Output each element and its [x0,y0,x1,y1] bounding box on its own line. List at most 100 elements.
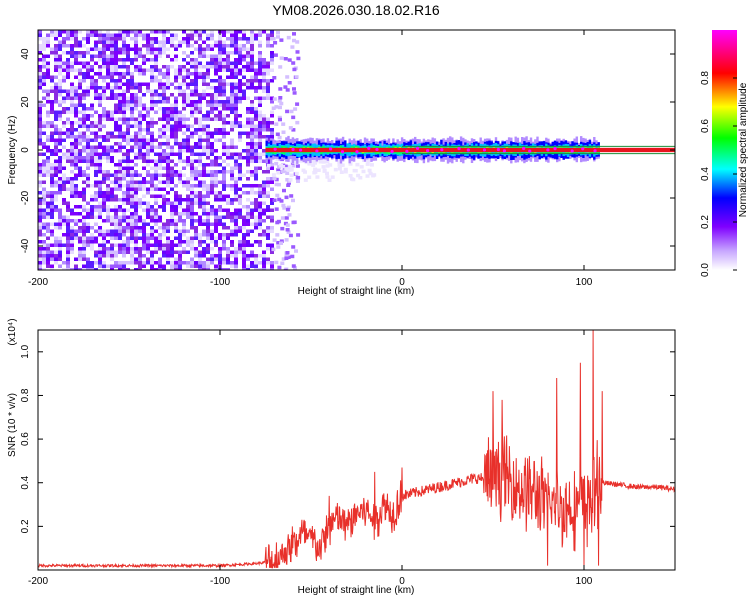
spectrogram-cell [166,261,170,265]
spectrogram-cell [254,89,258,93]
spectrogram-cell [150,107,154,111]
spectrogram-cell [126,180,130,184]
spectrogram-cell [202,54,206,58]
spectrogram-cell [214,131,218,135]
spectrogram-cell [210,163,214,167]
spectrogram-cell [90,243,94,247]
spectrogram-cell [62,198,66,202]
spectrogram-cell [170,177,174,181]
spectrogram-cell [130,180,134,184]
spectrogram-cell [238,201,242,205]
spectrogram-cell [86,75,90,79]
spectrogram-cell [158,68,162,72]
spectrogram-cell [182,145,186,149]
x-tick-label: -200 [28,277,48,288]
snr-x-axis-label: Height of straight line (km) [298,585,415,596]
spectrogram-cell [230,201,234,205]
spectrogram-cell [202,79,206,83]
spectrogram-cell [102,247,106,251]
spectrogram-cell [278,87,283,91]
spectrogram-cell [174,226,178,230]
spectrogram-cell [74,219,78,223]
spectrogram-cell [130,194,134,198]
spectrogram-cell [162,226,166,230]
spectrogram-cell [42,240,46,244]
spectrogram-cell [210,191,214,195]
spectrogram-cell [42,208,46,212]
spectrogram-cell [190,198,194,202]
spectrogram-cell [118,96,122,100]
spectrogram-cell [54,47,58,51]
spectrogram-cell [246,68,250,72]
spectrogram-cell [122,82,126,86]
spectrogram-cell [250,47,254,51]
spectrogram-cell [186,135,190,139]
spectrogram-cell [186,201,190,205]
spectrogram-cell [230,121,234,125]
spectrogram-cell [266,44,270,48]
spectrogram-cell [42,233,46,237]
spectrogram-cells [38,30,675,270]
spectrogram-cell [250,68,254,72]
spectrogram-cell [190,152,194,156]
spectrogram-cell [126,187,130,191]
spectrogram-cell [242,226,246,230]
spectrogram-cell [138,145,142,149]
spectrogram-cell [50,250,54,254]
spectrogram-cell [146,121,150,125]
spectrogram-cell [174,261,178,265]
spectrogram-cell [190,226,194,230]
spectrogram-cell [289,109,294,114]
spectrogram-cell [214,243,218,247]
spectrogram-cell [234,65,238,69]
spectrogram-cell [98,159,102,163]
spectrogram-cell [142,103,146,107]
spectrogram-cell [126,82,130,86]
spectrogram-cell [118,47,122,51]
spectrogram-cell [206,208,210,212]
spectrogram-cell [98,40,102,44]
spectrogram-cell [146,163,150,167]
spectrogram-cell [122,215,126,219]
spectrogram-cell [198,107,202,111]
spectrogram-cell [178,145,182,149]
spectrogram-cell [289,194,294,198]
spectrogram-cell [277,99,282,103]
spectrogram-cell [234,177,238,181]
spectrogram-cell [70,212,74,216]
spectrogram-cell [142,138,146,142]
spectrogram-cell [150,89,154,93]
spectrogram-cell [150,58,154,62]
spectrogram-cell [280,216,285,220]
spectrogram-cell [246,264,250,268]
spectrogram-cell [130,205,134,209]
spectrogram-cell [150,215,154,219]
spectrogram-cell [250,37,254,41]
spectrogram-cell [46,191,50,195]
spectrogram-cell [278,96,283,100]
spectrogram-cell [46,170,50,174]
spectrogram-cell [78,212,82,216]
spectrogram-cell [186,96,190,100]
spectrogram-cell [186,37,190,41]
spectrogram-cell [270,208,274,212]
spectrogram-cell [222,173,226,177]
spectrogram-cell [98,128,102,132]
spectrogram-cell [258,82,262,86]
spectrogram-cell [254,61,258,65]
spectrogram-cell [226,170,230,174]
spectrogram-cell [186,68,190,72]
spectrogram-cell [158,82,162,86]
signal-core-line [265,147,675,153]
spectrogram-cell [270,177,274,181]
spectrogram-cell [214,184,218,188]
spectrogram-cell [210,30,214,34]
spectrogram-cell [242,268,246,270]
spectrogram-cell [254,240,258,244]
spectrogram-cell [254,191,258,195]
spectrogram-cell [214,180,218,184]
spectrogram-cell [46,93,50,97]
spectrogram-cell [150,75,154,79]
spectrogram-cell [94,254,98,258]
